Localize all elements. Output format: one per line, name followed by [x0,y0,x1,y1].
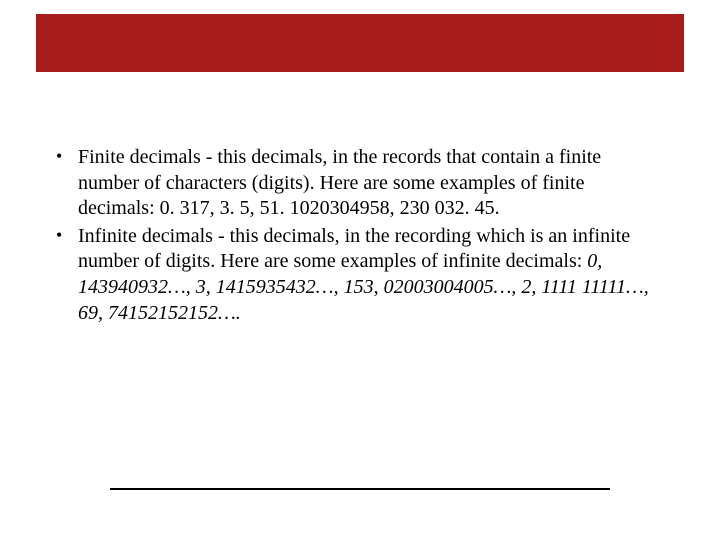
header-bar [36,14,684,72]
list-item: Finite decimals - this decimals, in the … [52,145,664,222]
bullet-text: Infinite decimals - this decimals, in th… [78,225,630,273]
list-item: Infinite decimals - this decimals, in th… [52,224,664,326]
bullet-text: Finite decimals - this decimals, in the … [78,146,601,219]
bullet-list: Finite decimals - this decimals, in the … [52,145,664,326]
slide-content: Finite decimals - this decimals, in the … [52,145,664,328]
footer-rule [110,488,610,490]
